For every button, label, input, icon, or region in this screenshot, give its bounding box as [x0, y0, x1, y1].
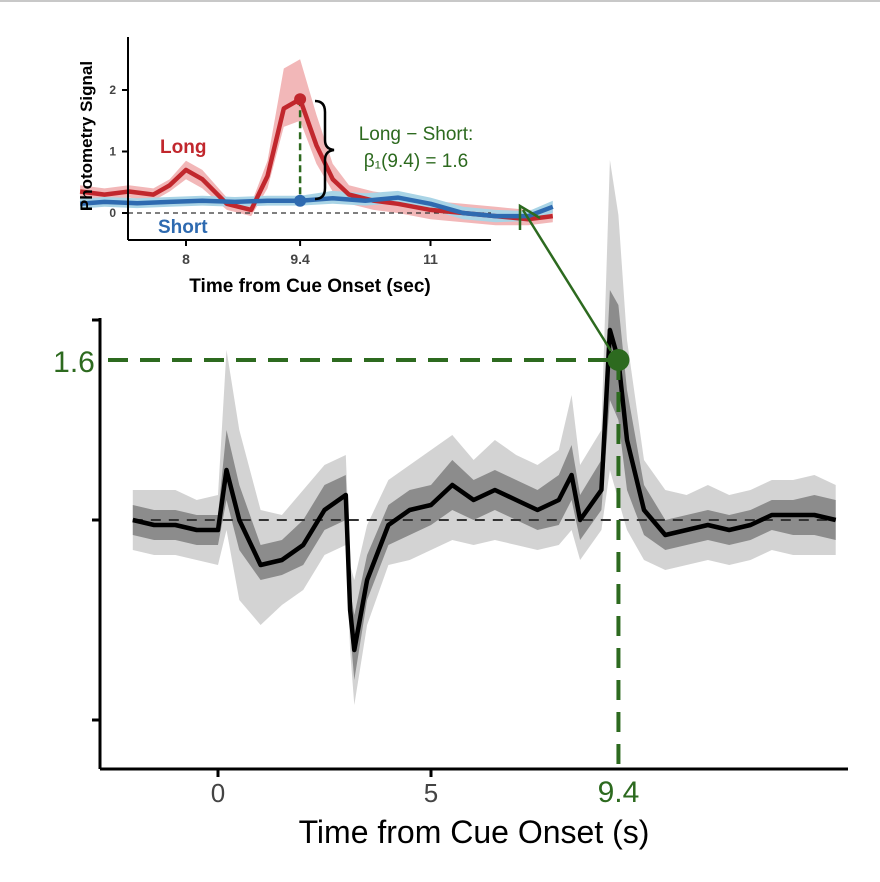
connector-arrow — [518, 203, 613, 352]
main-x-tick-label: 0 — [211, 778, 225, 808]
main-x-axis-title: Time from Cue Onset (s) — [299, 814, 650, 850]
inset-short-point — [294, 194, 307, 207]
inset-x-axis-title: Time from Cue Onset (sec) — [189, 276, 430, 297]
main-inner-ci-band — [132, 290, 836, 680]
inset-x-ticks: 8 9.4 11 — [182, 240, 438, 267]
inset-long-line — [79, 96, 554, 222]
inset-y-tick-label: 0 — [109, 206, 116, 220]
main-highlight-y-label: 1.6 — [53, 346, 95, 379]
main-x-tick-label: 5 — [424, 778, 438, 808]
inset-annotation-line-1: Long − Short: — [359, 124, 474, 145]
inset-long-legend-label: Long — [160, 137, 206, 158]
main-series-line — [132, 327, 837, 653]
inset-y-ticks: 0 1 2 — [109, 83, 128, 220]
inset-annotation-line-2: β₁(9.4) = 1.6 — [364, 151, 468, 172]
curly-brace — [314, 99, 335, 201]
main-y-ticks — [92, 318, 100, 722]
inset-y-axis-title: Photometry Signal — [77, 61, 96, 211]
main-highlight-point — [607, 349, 630, 371]
main-highlight-x-label: 9.4 — [598, 776, 640, 809]
inset-long-point — [294, 93, 307, 106]
inset-y-tick-label: 2 — [109, 83, 116, 97]
inset-x-tick-label: 9.4 — [290, 251, 310, 267]
main-outer-ci-band — [132, 160, 836, 705]
inset-short-legend-label: Short — [158, 217, 208, 238]
window-top-border — [0, 0, 880, 2]
inset-x-tick-label: 8 — [182, 251, 190, 267]
inset-y-tick-label: 1 — [109, 145, 116, 159]
inset-x-tick-label: 11 — [423, 251, 438, 267]
inset-chart: 0 1 2 8 9.4 11 Time from Cue Onset (sec) Pho… — [77, 37, 554, 297]
